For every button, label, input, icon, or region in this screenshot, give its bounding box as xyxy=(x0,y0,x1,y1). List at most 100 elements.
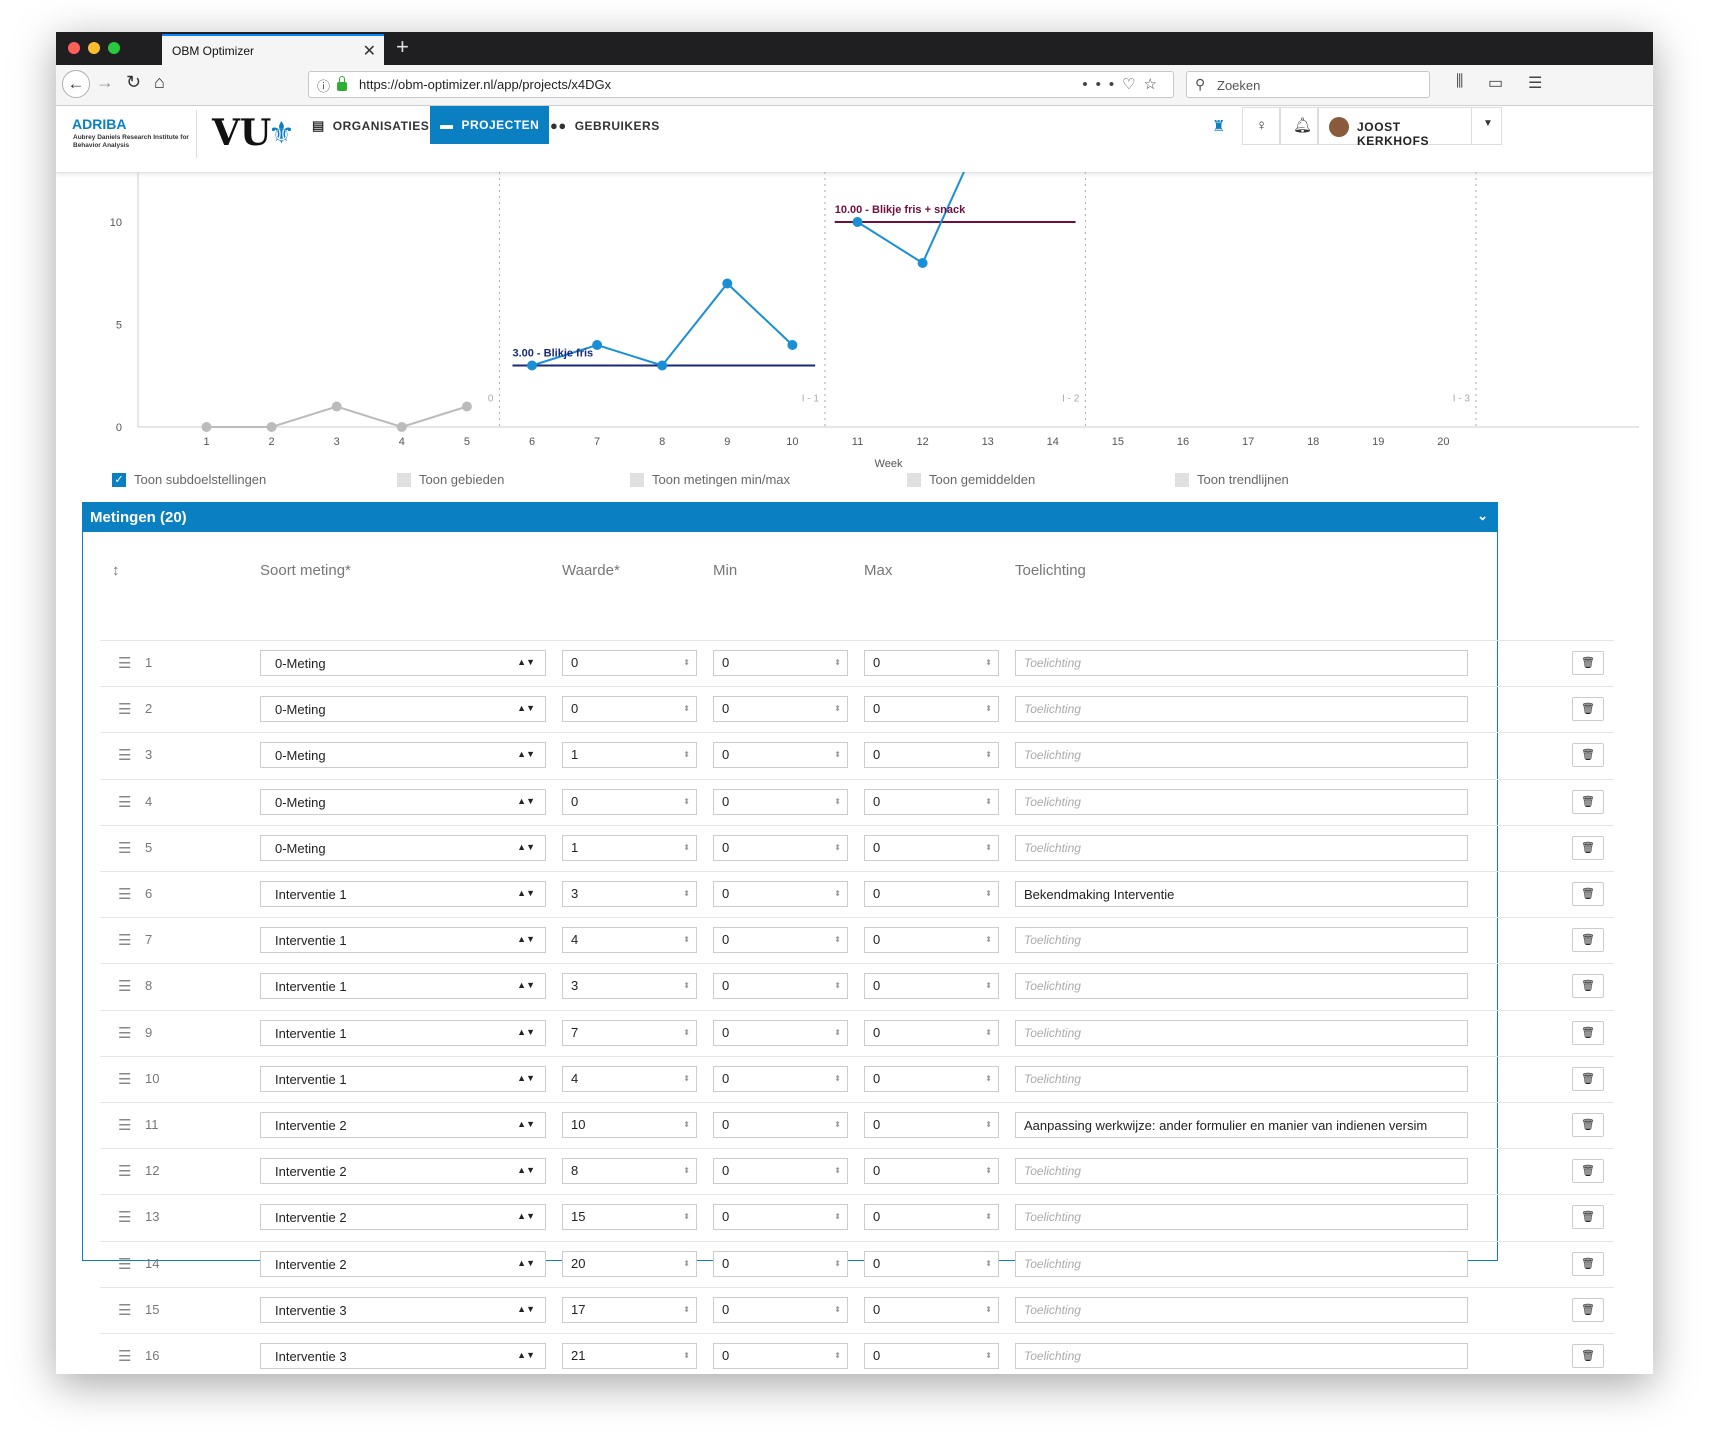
user-secret-icon[interactable]: ♜ xyxy=(1212,118,1226,135)
spinner-icon[interactable]: ⬍ xyxy=(683,658,690,667)
waarde-input[interactable]: 15 ⬍ xyxy=(562,1204,697,1231)
toelichting-input[interactable]: Toelichting xyxy=(1015,742,1468,769)
delete-row-button[interactable]: 🗑︎ xyxy=(1572,928,1604,953)
spinner-icon[interactable]: ⬍ xyxy=(834,704,841,714)
min-input[interactable]: 0 ⬍ xyxy=(713,696,848,723)
spinner-icon[interactable]: ⬍ xyxy=(985,935,992,945)
user-dropdown-toggle[interactable]: ▼ xyxy=(1471,107,1502,145)
drag-handle-icon[interactable]: ☰ xyxy=(118,978,132,996)
spinner-icon[interactable]: ⬍ xyxy=(985,704,992,714)
soort-meting-select[interactable]: Interventie 1 ▲▼ xyxy=(260,881,546,907)
max-input[interactable]: 0 ⬍ xyxy=(864,742,999,769)
delete-row-button[interactable]: 🗑︎ xyxy=(1572,1113,1604,1137)
page-actions-icon[interactable]: •••♡☆ xyxy=(1082,76,1165,93)
toelichting-input[interactable]: Toelichting xyxy=(1015,1019,1468,1046)
spinner-icon[interactable]: ⬍ xyxy=(834,1073,841,1083)
drag-handle-icon[interactable]: ☰ xyxy=(118,793,132,811)
menu-icon[interactable]: ☰ xyxy=(1528,75,1543,92)
drag-handle-icon[interactable]: ☰ xyxy=(118,886,132,903)
toelichting-input[interactable]: Toelichting xyxy=(1015,973,1468,1000)
drag-handle-icon[interactable]: ☰ xyxy=(118,747,132,765)
new-tab-icon[interactable]: + xyxy=(396,34,409,59)
spinner-icon[interactable]: ⬍ xyxy=(834,796,841,806)
nav-gebruikers[interactable]: ●● GEBRUIKERS xyxy=(540,106,670,146)
spinner-icon[interactable]: ⬍ xyxy=(683,1120,690,1129)
chevron-down-icon[interactable]: ⌄ xyxy=(1477,508,1488,523)
url-text[interactable]: https://obm-optimizer.nl/app/projects/x4… xyxy=(359,77,612,92)
drag-handle-icon[interactable]: ☰ xyxy=(118,932,132,950)
drag-handle-icon[interactable]: ☰ xyxy=(118,1255,132,1273)
sort-icon[interactable]: ↕ xyxy=(112,562,120,579)
delete-row-button[interactable]: 🗑︎ xyxy=(1572,1066,1604,1091)
min-input[interactable]: 0 ⬍ xyxy=(713,742,848,769)
min-input[interactable]: 0 ⬍ xyxy=(713,973,848,1000)
max-input[interactable]: 0 ⬍ xyxy=(864,881,999,907)
reload-icon[interactable]: ↻ xyxy=(126,72,142,92)
delete-row-button[interactable]: 🗑︎ xyxy=(1572,1020,1604,1045)
max-input[interactable]: 0 ⬍ xyxy=(864,1019,999,1046)
toelichting-input[interactable]: Aanpassing werkwijze: ander formulier en… xyxy=(1015,1112,1468,1138)
waarde-input[interactable]: 3 ⬍ xyxy=(562,881,697,907)
min-input[interactable]: 0 ⬍ xyxy=(713,1296,848,1323)
spinner-icon[interactable]: ⬍ xyxy=(834,750,841,760)
waarde-input[interactable]: 10 ⬍ xyxy=(562,1112,697,1138)
toelichting-input[interactable]: Toelichting xyxy=(1015,927,1468,954)
spinner-icon[interactable]: ⬍ xyxy=(985,658,992,667)
min-input[interactable]: 0 ⬍ xyxy=(713,1250,848,1277)
delete-row-button[interactable]: 🗑︎ xyxy=(1572,882,1604,906)
checkbox-unchecked-icon[interactable] xyxy=(1175,473,1189,487)
toelichting-input[interactable]: Toelichting xyxy=(1015,834,1468,861)
spinner-icon[interactable]: ⬍ xyxy=(683,1351,690,1360)
drag-handle-icon[interactable]: ☰ xyxy=(118,1070,132,1088)
min-input[interactable]: 0 ⬍ xyxy=(713,881,848,907)
waarde-input[interactable]: 0 ⬍ xyxy=(562,696,697,723)
checkbox-unchecked-icon[interactable] xyxy=(907,473,921,487)
vu-logo[interactable]: VU xyxy=(212,112,272,154)
max-input[interactable]: 0 ⬍ xyxy=(864,973,999,1000)
max-input[interactable]: 0 ⬍ xyxy=(864,1112,999,1138)
waarde-input[interactable]: 7 ⬍ xyxy=(562,1019,697,1046)
spinner-icon[interactable]: ⬍ xyxy=(985,750,992,760)
browser-tab[interactable]: OBM Optimizer ✕ xyxy=(162,34,384,65)
min-input[interactable]: 0 ⬍ xyxy=(713,1204,848,1231)
min-input[interactable]: 0 ⬍ xyxy=(713,1343,848,1369)
spinner-icon[interactable]: ⬍ xyxy=(985,1166,992,1176)
spinner-icon[interactable]: ⬍ xyxy=(985,842,992,852)
url-bar[interactable]: ⓘ https://obm-optimizer.nl/app/projects/… xyxy=(308,71,1174,98)
spinner-icon[interactable]: ⬍ xyxy=(834,842,841,852)
metingen-panel-header[interactable]: Metingen (20) ⌄ xyxy=(82,502,1498,532)
adriba-logo[interactable]: ADRIBA xyxy=(72,116,127,132)
max-input[interactable]: 0 ⬍ xyxy=(864,1343,999,1369)
drag-handle-icon[interactable]: ☰ xyxy=(118,1117,132,1134)
drag-handle-icon[interactable]: ☰ xyxy=(118,655,132,672)
spinner-icon[interactable]: ⬍ xyxy=(683,796,690,806)
min-input[interactable]: 0 ⬍ xyxy=(713,927,848,954)
waarde-input[interactable]: 3 ⬍ xyxy=(562,973,697,1000)
delete-row-button[interactable]: 🗑︎ xyxy=(1572,743,1604,768)
spinner-icon[interactable]: ⬍ xyxy=(985,1304,992,1314)
soort-meting-select[interactable]: Interventie 2 ▲▼ xyxy=(260,1204,546,1231)
delete-row-button[interactable]: 🗑︎ xyxy=(1572,835,1604,860)
spinner-icon[interactable]: ⬍ xyxy=(834,1212,841,1222)
library-icon[interactable]: ⫼ xyxy=(1456,73,1464,90)
spinner-icon[interactable]: ⬍ xyxy=(683,889,690,898)
delete-row-button[interactable]: 🗑︎ xyxy=(1572,1344,1604,1368)
waarde-input[interactable]: 20 ⬍ xyxy=(562,1250,697,1277)
checkbox-unchecked-icon[interactable] xyxy=(397,473,411,487)
delete-row-button[interactable]: 🗑︎ xyxy=(1572,789,1604,814)
spinner-icon[interactable]: ⬍ xyxy=(985,1212,992,1222)
spinner-icon[interactable]: ⬍ xyxy=(834,1027,841,1037)
delete-row-button[interactable]: 🗑︎ xyxy=(1572,651,1604,675)
spinner-icon[interactable]: ⬍ xyxy=(834,889,841,898)
spinner-icon[interactable]: ⬍ xyxy=(985,1027,992,1037)
user-menu-button[interactable]: JOOST KERKHOFS xyxy=(1318,107,1472,148)
waarde-input[interactable]: 1 ⬍ xyxy=(562,834,697,861)
delete-row-button[interactable]: 🗑︎ xyxy=(1572,974,1604,999)
toelichting-input[interactable]: Bekendmaking Interventie xyxy=(1015,881,1468,907)
toelichting-input[interactable]: Toelichting xyxy=(1015,1158,1468,1185)
spinner-icon[interactable]: ⬍ xyxy=(834,1351,841,1360)
soort-meting-select[interactable]: Interventie 2 ▲▼ xyxy=(260,1250,546,1277)
toelichting-input[interactable]: Toelichting xyxy=(1015,1065,1468,1092)
delete-row-button[interactable]: 🗑︎ xyxy=(1572,1297,1604,1322)
drag-handle-icon[interactable]: ☰ xyxy=(118,1163,132,1181)
